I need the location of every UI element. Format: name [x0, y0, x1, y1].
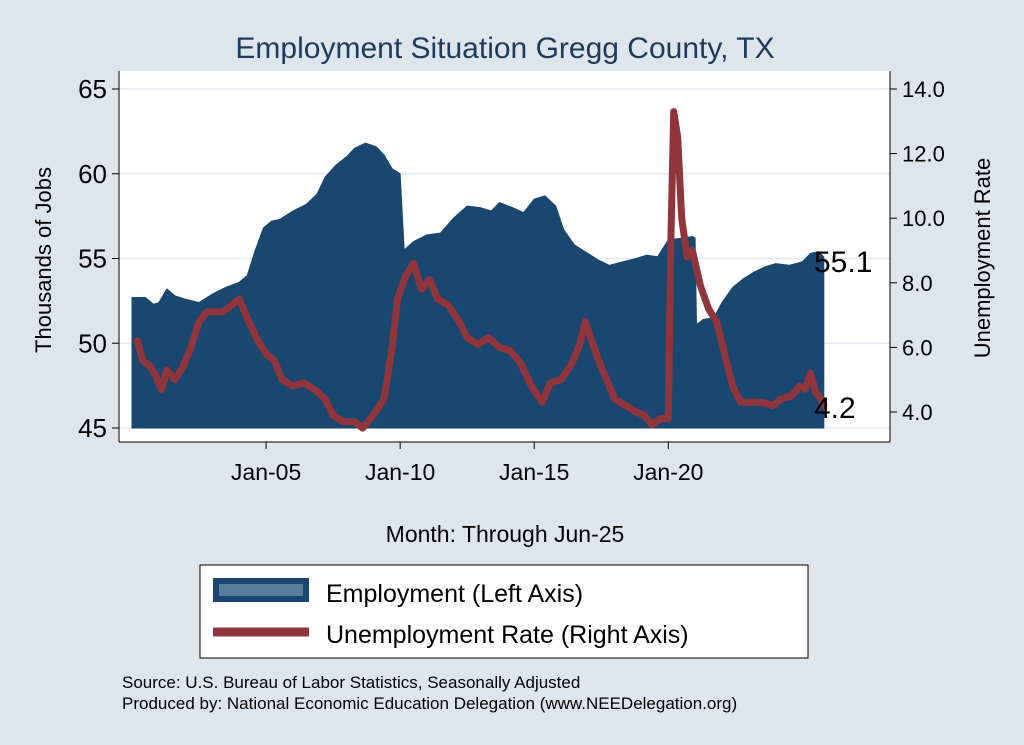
- x-tick-label-0: Jan-05: [231, 459, 301, 485]
- legend-label-employment: Employment (Left Axis): [326, 580, 583, 608]
- end-label-employment: 55.1: [814, 246, 872, 279]
- y-left-tick-label-2: 55: [78, 244, 107, 274]
- y-axis-right-label: Unemployment Rate: [970, 158, 995, 359]
- chart-title: Employment Situation Gregg County, TX: [235, 32, 774, 65]
- y-left-tick-label-0: 45: [78, 413, 107, 443]
- y-left-tick-label-1: 50: [78, 328, 107, 358]
- y-right-tick-label-1: 6.0: [902, 335, 933, 360]
- x-tick-label-3: Jan-20: [633, 459, 703, 485]
- producer-note: Produced by: National Economic Education…: [122, 694, 737, 713]
- unemployment-line-layer: [133, 108, 828, 432]
- y-right-tick-label-0: 4.0: [902, 400, 933, 425]
- tick-labels: 45 50 55 60 65 4.0 6.0 8.0 10.0 12.0 14.0 Jan-05 Jan…: [78, 74, 945, 485]
- axes: [112, 71, 897, 449]
- y-right-tick-label-4: 12.0: [902, 142, 945, 167]
- x-tick-label-1: Jan-10: [365, 459, 435, 485]
- end-label-unemployment: 4.2: [814, 392, 856, 425]
- x-axis-label: Month: Through Jun-25: [386, 521, 625, 547]
- legend-label-unemployment: Unemployment Rate (Right Axis): [326, 621, 689, 649]
- legend-swatch-employment-inner: [219, 584, 303, 596]
- legend: Employment (Left Axis) Unemployment Rate…: [199, 564, 809, 659]
- y-left-tick-label-4: 65: [78, 74, 107, 104]
- unemployment-line: [133, 108, 828, 432]
- employment-area-layer: [131, 142, 825, 429]
- y-axis-left-label: Thousands of Jobs: [31, 167, 56, 353]
- y-right-tick-label-3: 10.0: [902, 206, 945, 231]
- x-tick-label-2: Jan-15: [499, 459, 569, 485]
- y-right-tick-label-5: 14.0: [902, 77, 945, 102]
- source-note: Source: U.S. Bureau of Labor Statistics,…: [122, 673, 580, 692]
- y-right-tick-label-2: 8.0: [902, 271, 933, 296]
- employment-area: [131, 142, 825, 429]
- y-left-tick-label-3: 60: [78, 159, 107, 189]
